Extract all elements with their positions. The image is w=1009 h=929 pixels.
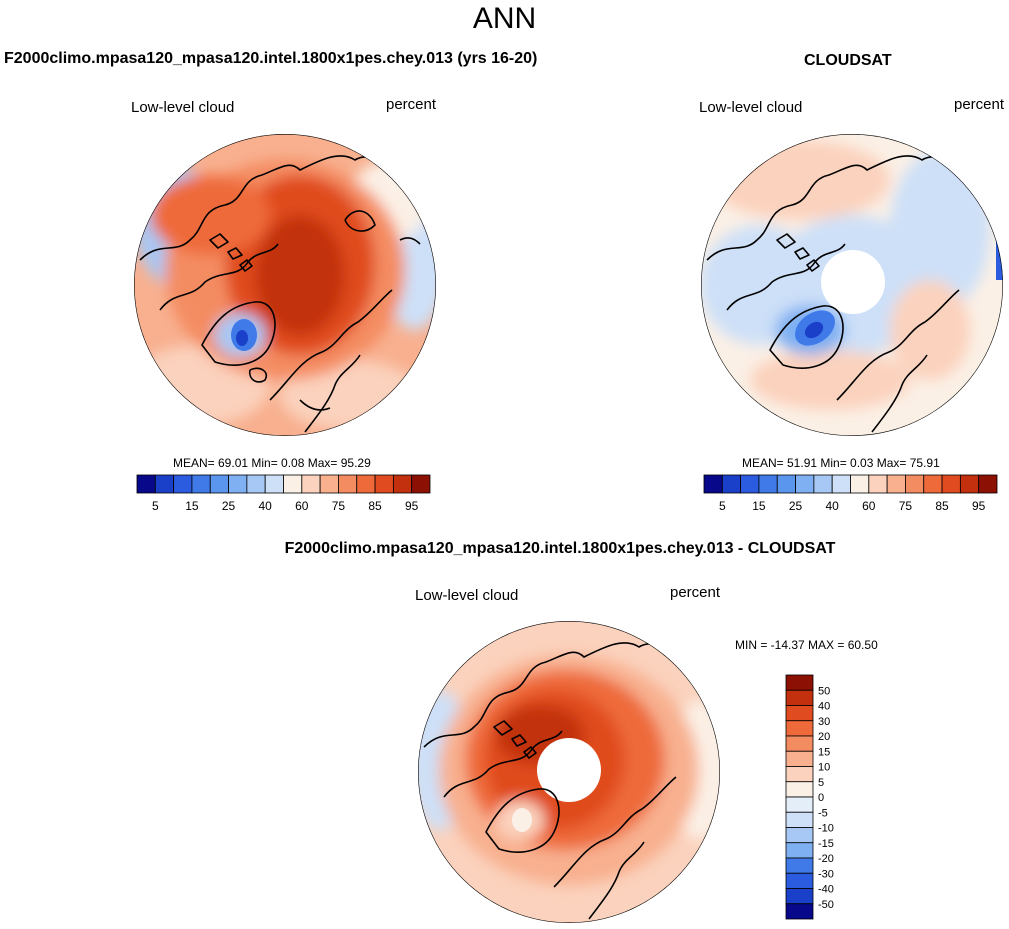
- diff-colorbar-swatch: [785, 781, 814, 798]
- left-colorbar-swatch: [136, 474, 156, 494]
- panel-left-variable-label: Low-level cloud: [131, 99, 235, 116]
- left-colorbar-swatch: [301, 474, 321, 494]
- right-colorbar-swatch: [905, 474, 925, 494]
- panel-right-title: CLOUDSAT: [804, 52, 892, 69]
- right-colorbar-tick-label: 95: [972, 499, 986, 513]
- left-colorbar-tick-label: 85: [368, 499, 382, 513]
- left-colorbar-swatch: [374, 474, 394, 494]
- diff-colorbar-tick-label: -15: [818, 838, 834, 850]
- diff-colorbar-tick-label: 50: [818, 685, 830, 697]
- right-colorbar-tick-label: 75: [899, 499, 913, 513]
- diff-colorbar-tick-label: -40: [818, 884, 834, 896]
- left-colorbar-swatch: [209, 474, 229, 494]
- right-colorbar-tick-label: 40: [826, 499, 840, 513]
- left-colorbar-swatch: [173, 474, 193, 494]
- diff-colorbar-swatch: [785, 796, 814, 813]
- right-colorbar-swatch: [776, 474, 796, 494]
- panel-diff-units-label: percent: [670, 584, 721, 601]
- diff-colorbar-tick-label: 10: [818, 762, 830, 774]
- right-colorbar-tick-label: 60: [862, 499, 876, 513]
- left-colorbar-swatch: [392, 474, 413, 494]
- left-colorbar-tick-label: 15: [185, 499, 199, 513]
- right-colorbar-swatch: [868, 474, 888, 494]
- right-colorbar-swatch: [978, 474, 998, 494]
- diff-colorbar-tick-label: 30: [818, 716, 830, 728]
- panel-diff-variable-label: Low-level cloud: [415, 587, 519, 604]
- diff-colorbar-swatch: [785, 811, 814, 828]
- panel-left-map: [134, 134, 436, 436]
- diff-colorbar-swatch: [785, 766, 814, 783]
- right-colorbar-swatch: [721, 474, 742, 494]
- diff-colorbar-swatch: [785, 827, 814, 844]
- diff-colorbar-tick-label: 15: [818, 746, 830, 758]
- diff-colorbar-swatch: [785, 674, 814, 691]
- diff-colorbar-swatch: [785, 720, 814, 737]
- right-colorbar-swatch: [831, 474, 851, 494]
- right-colorbar-swatch: [941, 474, 961, 494]
- left-colorbar-tick-label: 95: [405, 499, 419, 513]
- diff-colorbar-swatch: [785, 857, 814, 874]
- diff-colorbar-tick-label: -10: [818, 823, 834, 835]
- diff-colorbar-tick-label: 5: [818, 777, 824, 789]
- left-colorbar-tick-label: 40: [259, 499, 273, 513]
- panel-left-units-label: percent: [386, 96, 437, 113]
- diff-colorbar-tick-label: -30: [818, 868, 834, 880]
- right-colorbar-swatch: [703, 474, 723, 494]
- left-colorbar-swatch: [246, 474, 266, 494]
- panel-right-colorbar: 5 15 25 40 60 75 85 95: [703, 474, 998, 513]
- diff-colorbar-tick-label: -5: [818, 807, 828, 819]
- diff-colorbar-swatch: [785, 689, 814, 706]
- diff-colorbar-tick-label: -50: [818, 899, 834, 911]
- panel-left-colorbar: 5 15 25 40 60 75 85 95: [136, 474, 431, 513]
- right-colorbar-swatch: [886, 474, 906, 494]
- panel-right-map: [701, 134, 1003, 436]
- left-colorbar-tick-label: 25: [222, 499, 236, 513]
- diff-colorbar-swatch: [785, 842, 814, 859]
- diff-colorbar-tick-label: -20: [818, 853, 834, 865]
- left-colorbar-swatch: [411, 474, 431, 494]
- left-colorbar-swatch: [319, 474, 339, 494]
- diff-colorbar-tick-label: 20: [818, 731, 830, 743]
- left-colorbar-tick-label: 60: [295, 499, 309, 513]
- panel-diff-map: [418, 621, 720, 923]
- right-colorbar-tick-label: 15: [752, 499, 766, 513]
- left-colorbar-swatch: [283, 474, 303, 494]
- panel-right-stats: MEAN= 51.91 Min= 0.03 Max= 75.91: [742, 456, 940, 470]
- figure-main-title: ANN: [472, 2, 537, 35]
- left-colorbar-tick-label: 5: [152, 499, 159, 513]
- right-colorbar-swatch: [758, 474, 778, 494]
- left-colorbar-swatch: [228, 474, 248, 494]
- left-colorbar-swatch: [356, 474, 376, 494]
- right-colorbar-swatch: [795, 474, 815, 494]
- panel-left-stats: MEAN= 69.01 Min= 0.08 Max= 95.29: [173, 456, 371, 470]
- diff-colorbar-tick-label: 40: [818, 701, 830, 713]
- panel-diff-title: F2000climo.mpasa120_mpasa120.intel.1800x…: [284, 540, 836, 557]
- diff-colorbar-swatch: [785, 735, 814, 752]
- right-colorbar-swatch: [850, 474, 870, 494]
- panel-left-title: F2000climo.mpasa120_mpasa120.intel.1800x…: [4, 50, 538, 67]
- panel-right-variable-label: Low-level cloud: [699, 99, 803, 116]
- diff-colorbar-swatch: [785, 750, 814, 767]
- left-colorbar-swatch: [264, 474, 284, 494]
- diff-colorbar-swatch: [785, 872, 814, 889]
- left-colorbar-swatch: [338, 474, 358, 494]
- right-colorbar-tick-label: 85: [935, 499, 949, 513]
- right-colorbar-tick-label: 5: [719, 499, 726, 513]
- left-colorbar-swatch: [154, 474, 175, 494]
- panel-right-units-label: percent: [954, 96, 1005, 113]
- diff-colorbar-swatch: [785, 705, 814, 722]
- diff-colorbar-swatch: [785, 903, 814, 920]
- right-colorbar-swatch: [959, 474, 980, 494]
- diff-colorbar-swatch: [785, 888, 814, 905]
- right-colorbar-swatch: [740, 474, 760, 494]
- right-colorbar-swatch: [923, 474, 943, 494]
- diff-colorbar-tick-label: 0: [818, 792, 824, 804]
- right-colorbar-swatch: [813, 474, 833, 494]
- panel-diff-stats: MIN = -14.37 MAX = 60.50: [735, 638, 878, 652]
- right-colorbar-tick-label: 25: [789, 499, 803, 513]
- left-colorbar-swatch: [191, 474, 211, 494]
- left-colorbar-tick-label: 75: [332, 499, 346, 513]
